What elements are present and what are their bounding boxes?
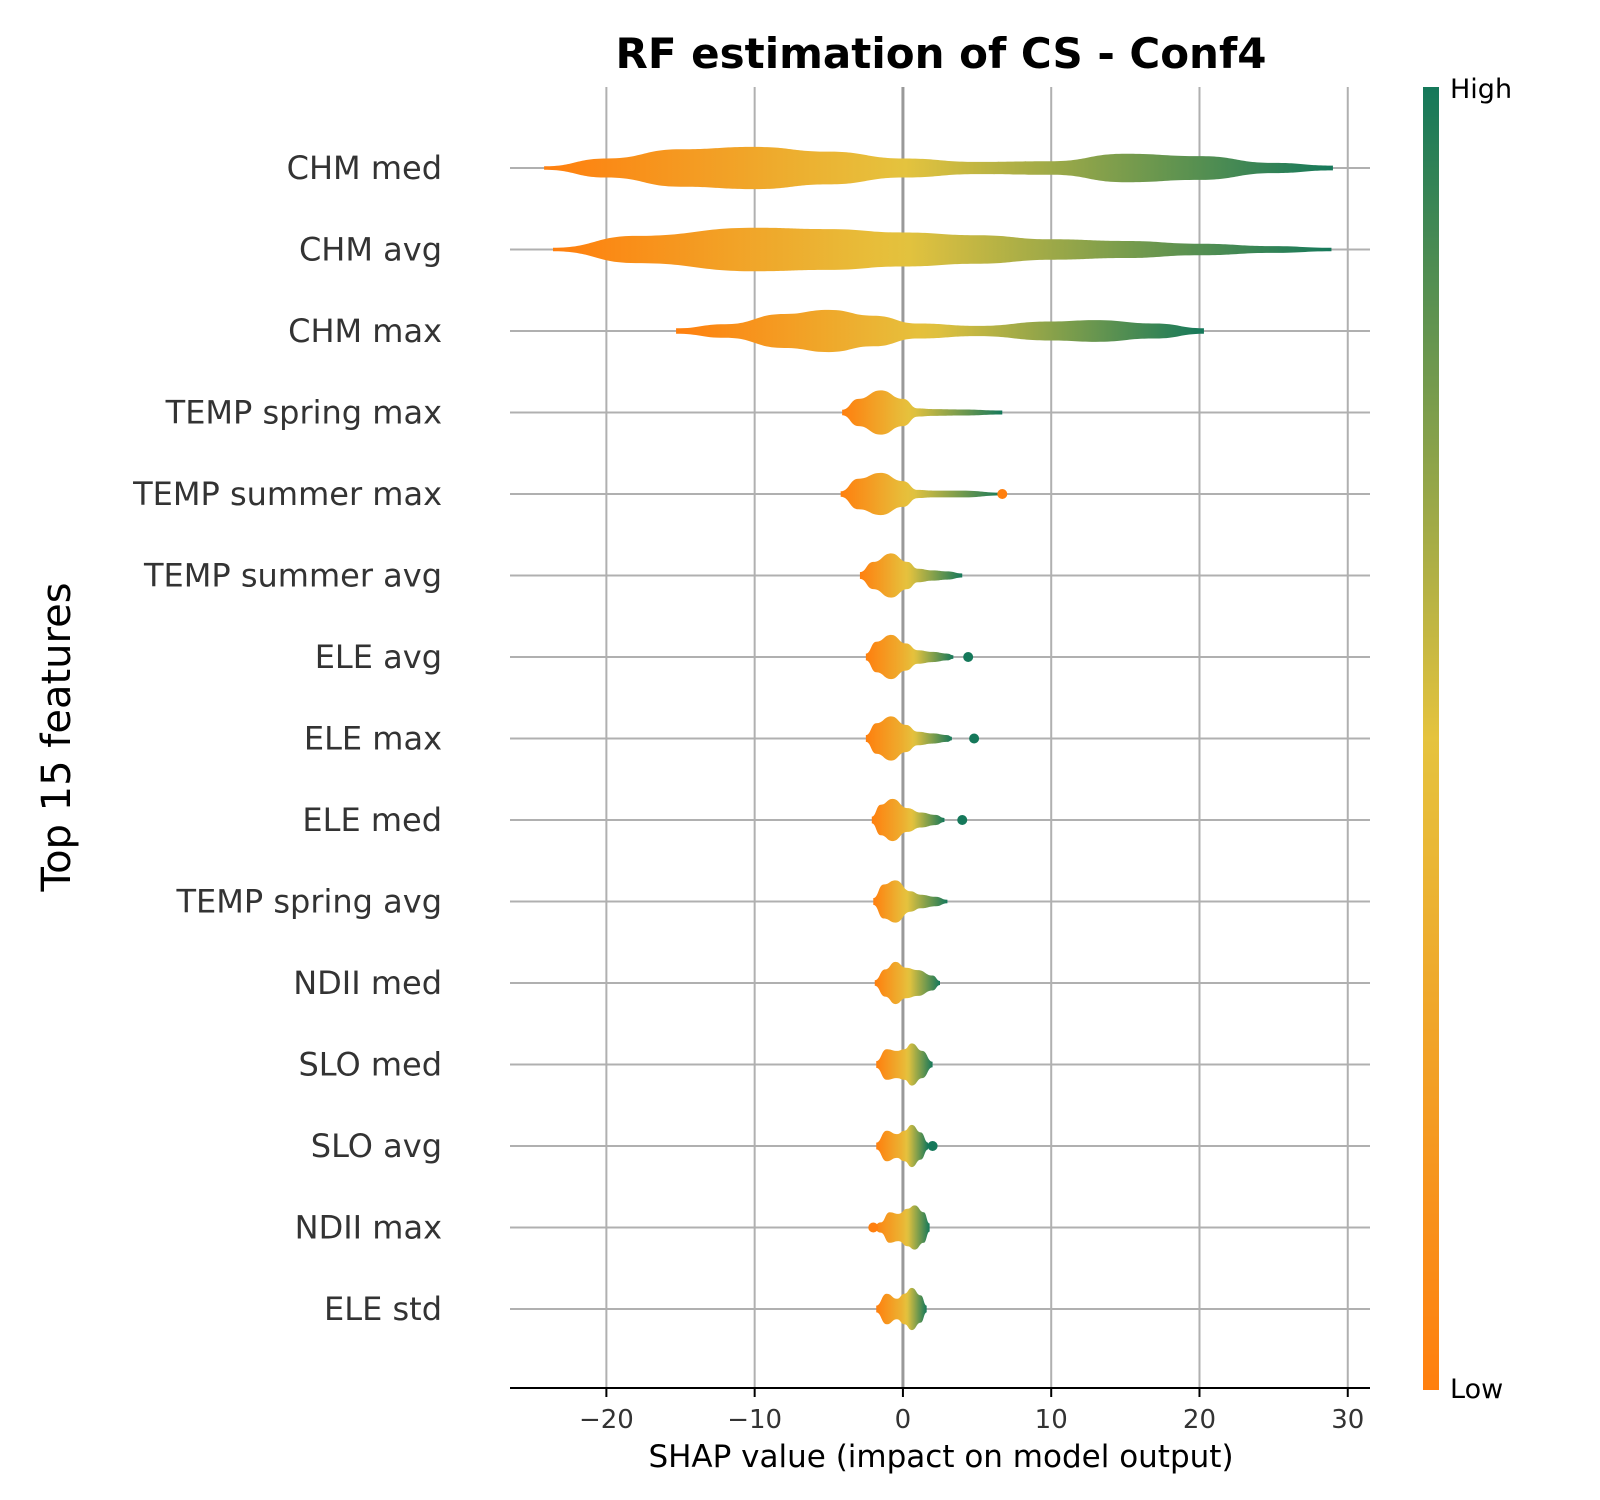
outlier-point	[927, 1141, 938, 1151]
outlier-point	[957, 815, 968, 825]
violin-temp-summer-avg	[859, 553, 963, 598]
violin-ele-avg	[865, 634, 954, 680]
violin-temp-spring-avg	[873, 880, 948, 923]
feature-label: SLO avg	[311, 1127, 442, 1165]
violin-ele-max	[865, 716, 952, 761]
feature-label: ELE avg	[315, 638, 442, 676]
outlier-point	[868, 1222, 879, 1233]
colorbar-high-label: High	[1450, 74, 1512, 105]
outlier-point	[969, 733, 980, 744]
violin-slo-avg	[876, 1124, 929, 1168]
feature-label: ELE med	[302, 801, 442, 839]
feature-label: TEMP spring max	[165, 394, 442, 432]
feature-label: ELE max	[304, 720, 442, 758]
x-tick-label: 10	[1035, 1405, 1068, 1435]
feature-label: TEMP summer avg	[143, 557, 442, 595]
feature-labels: CHM med CHM avg CHM max TEMP spring max TEMP…	[132, 149, 442, 1328]
violin-chm-avg	[553, 227, 1332, 272]
outlier-point	[963, 652, 974, 662]
violin-temp-summer-max	[840, 472, 1003, 516]
x-axis-ticks: −20 −10 0 10 20 30	[579, 1388, 1364, 1435]
feature-label: CHM med	[287, 149, 442, 187]
x-tick-label: −20	[579, 1405, 634, 1435]
chart-title: RF estimation of CS - Conf4	[616, 29, 1267, 78]
violin-ele-std	[876, 1287, 927, 1331]
feature-label: NDII max	[295, 1209, 442, 1247]
feature-label: TEMP spring avg	[176, 883, 443, 921]
feature-label: TEMP summer max	[132, 475, 442, 513]
outlier-points	[868, 489, 1008, 1233]
x-tick-label: 0	[895, 1405, 912, 1435]
feature-label: SLO med	[298, 1046, 442, 1084]
feature-label: NDII med	[293, 964, 442, 1002]
feature-label: ELE std	[324, 1290, 442, 1328]
violin-chm-max	[676, 309, 1204, 353]
colorbar-low-label: Low	[1450, 1374, 1503, 1405]
violin-chm-med	[544, 146, 1333, 190]
y-axis-label: Top 15 features	[34, 582, 80, 892]
x-tick-label: 20	[1183, 1405, 1216, 1435]
x-tick-label: 30	[1331, 1405, 1364, 1435]
violin-temp-spring-max	[842, 390, 1003, 435]
feature-label: CHM max	[288, 312, 442, 350]
violin-ele-med	[871, 798, 945, 842]
violin-ndii-med	[874, 961, 940, 1005]
x-tick-label: −10	[727, 1405, 782, 1435]
feature-label: CHM avg	[299, 231, 442, 269]
colorbar	[1423, 87, 1439, 1390]
outlier-point	[997, 489, 1008, 499]
violin-slo-med	[876, 1043, 933, 1086]
violins	[544, 146, 1333, 1331]
violin-ndii-max	[873, 1205, 930, 1250]
x-axis-label: SHAP value (impact on model output)	[648, 1439, 1233, 1475]
